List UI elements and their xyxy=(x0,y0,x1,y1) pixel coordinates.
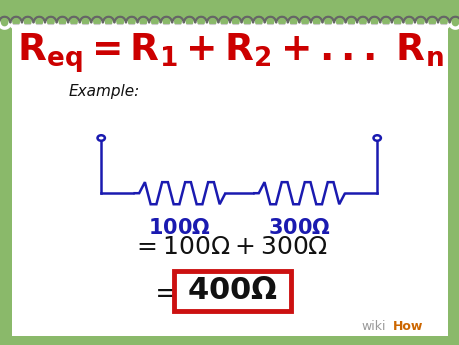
Text: wiki: wiki xyxy=(361,319,386,333)
Circle shape xyxy=(97,135,105,141)
Text: How: How xyxy=(392,319,423,333)
Text: $=$: $=$ xyxy=(148,277,178,306)
Text: $= 100\Omega + 300\Omega$: $= 100\Omega + 300\Omega$ xyxy=(132,235,327,259)
Text: $\mathbf{R_{eq}=R_1+R_2+...\ R_n}$: $\mathbf{R_{eq}=R_1+R_2+...\ R_n}$ xyxy=(17,32,442,75)
Text: $\mathbf{300\Omega}$: $\mathbf{300\Omega}$ xyxy=(267,218,330,238)
Text: $\mathbf{400\Omega}$: $\mathbf{400\Omega}$ xyxy=(187,276,277,305)
Text: Example:: Example: xyxy=(69,84,140,99)
Text: $\mathbf{100\Omega}$: $\mathbf{100\Omega}$ xyxy=(148,218,210,238)
Bar xyxy=(174,271,291,310)
Circle shape xyxy=(373,135,380,141)
